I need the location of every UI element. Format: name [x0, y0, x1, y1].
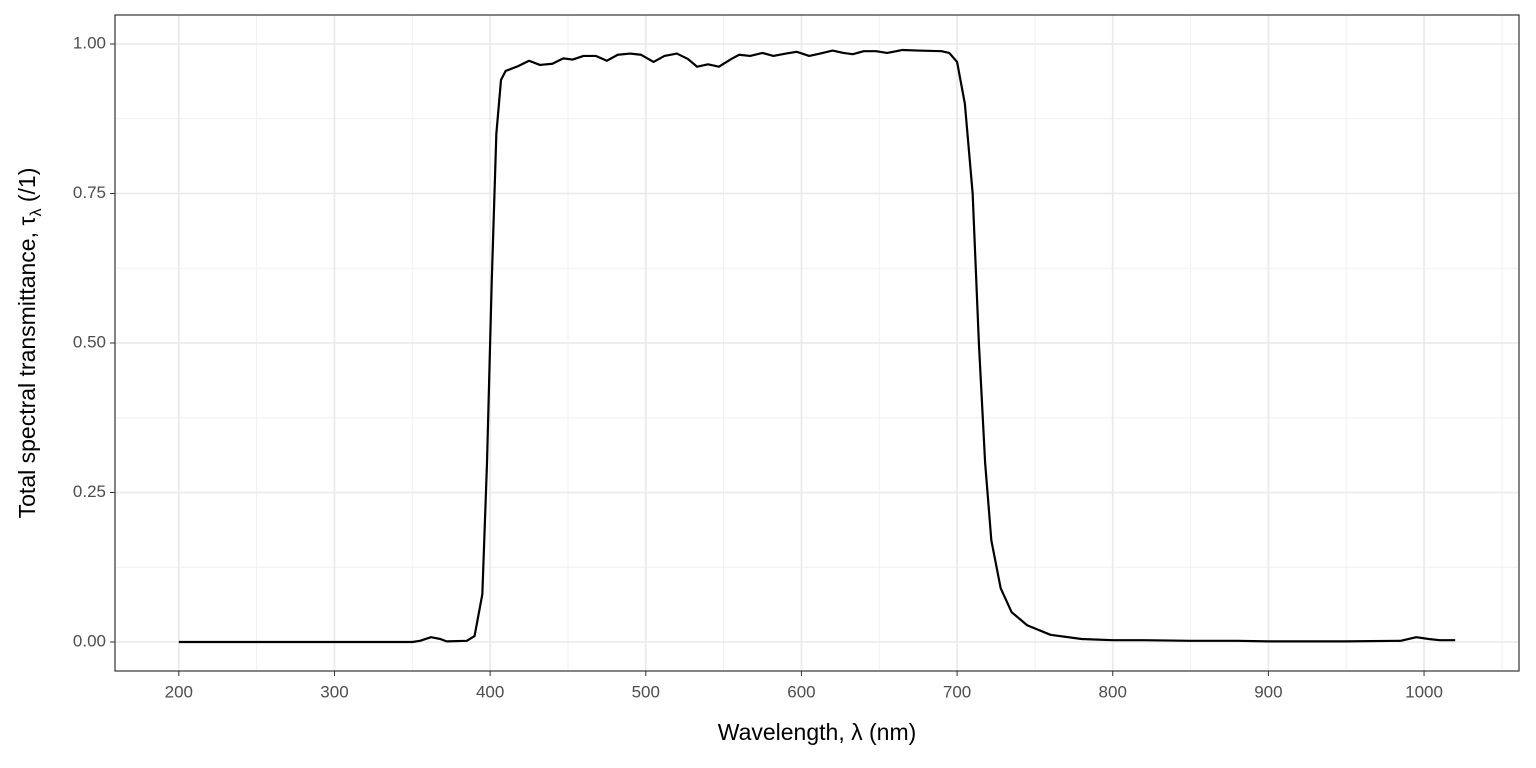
y-axis-title: Total spectral transmittance, τλ (/1): [14, 168, 45, 519]
y-tick-label: 0.25: [73, 482, 106, 501]
x-tick-label: 1000: [1405, 682, 1443, 701]
x-tick-label: 400: [476, 682, 504, 701]
x-tick-label: 900: [1254, 682, 1282, 701]
x-tick-label: 500: [632, 682, 660, 701]
y-tick-label: 0.00: [73, 631, 106, 650]
x-axis-title: Wavelength, λ (nm): [718, 719, 917, 745]
y-title-suffix: (/1): [14, 168, 40, 209]
x-tick-label: 600: [787, 682, 815, 701]
data-line: [178, 48, 1456, 644]
y-title-subscript: λ: [28, 209, 45, 217]
x-tick-label: 300: [320, 682, 348, 701]
y-tick-label: 0.75: [73, 183, 106, 202]
y-tick-label: 1.00: [73, 33, 106, 52]
x-tick-label: 800: [1099, 682, 1127, 701]
x-tick-label: 200: [165, 682, 193, 701]
plot-border: [114, 14, 1520, 672]
y-tick-label: 0.50: [73, 332, 106, 351]
y-title-text: Total spectral transmittance, τ: [14, 217, 40, 519]
x-tick-label: 700: [943, 682, 971, 701]
